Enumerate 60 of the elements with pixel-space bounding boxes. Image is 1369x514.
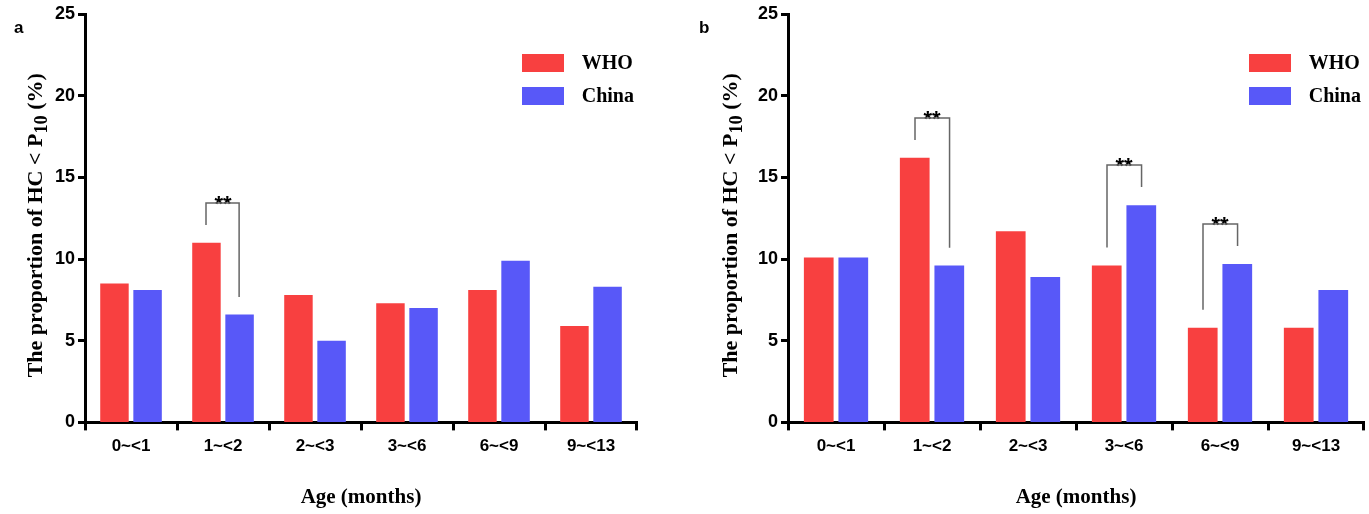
y-tick-label: 20	[54, 84, 76, 105]
x-axis-title: Age (months)	[300, 483, 422, 508]
bar	[100, 283, 129, 422]
y-tick-label: 10	[54, 248, 76, 269]
x-tick-label: 9~<13	[1291, 436, 1341, 456]
y-tick-label: 10	[757, 248, 779, 269]
legend-label: WHO	[581, 51, 633, 74]
y-tick-label: 0	[65, 411, 76, 432]
x-axis-title: Age (months)	[1015, 483, 1137, 508]
bar	[468, 290, 497, 422]
bar	[133, 290, 162, 422]
bar	[1126, 205, 1157, 422]
y-tick-label: 5	[65, 329, 76, 350]
y-tick-label: 25	[757, 2, 779, 23]
legend-label: China	[1308, 84, 1361, 107]
annotation: **	[923, 105, 942, 131]
y-tick-label: 20	[757, 84, 779, 105]
legend-label: China	[581, 84, 634, 107]
x-tick-label: 2~<3	[295, 436, 335, 456]
bar	[501, 260, 530, 422]
annotation: **	[214, 190, 233, 216]
bar	[803, 257, 834, 422]
x-tick-label: 1~<2	[912, 436, 952, 456]
bar	[317, 340, 346, 422]
x-tick-label: 6~<9	[1200, 436, 1240, 456]
bar	[934, 265, 965, 422]
x-tick-label: 2~<3	[1008, 436, 1048, 456]
annotation: **	[1211, 211, 1229, 237]
bar	[1030, 277, 1061, 422]
y-tick-label: 0	[768, 411, 779, 432]
x-tick-label: 3~<6	[1104, 436, 1144, 456]
chart-title: a	[14, 18, 24, 38]
annotation: **	[1115, 153, 1134, 179]
bar	[1318, 290, 1349, 422]
bar	[838, 257, 869, 422]
bar	[593, 286, 622, 422]
bar	[899, 157, 930, 422]
x-tick-label: 1~<2	[203, 436, 243, 456]
bar	[560, 326, 589, 422]
bar	[1283, 327, 1314, 422]
x-tick-label: 6~<9	[479, 436, 519, 456]
y-tick-label: 15	[54, 166, 76, 187]
bar	[376, 303, 405, 422]
x-tick-label: 3~<6	[387, 436, 427, 456]
y-tick-label: 5	[768, 329, 779, 350]
bar	[284, 294, 313, 422]
x-tick-label: 0~<1	[111, 436, 151, 456]
chart-title: b	[699, 18, 710, 38]
bar	[409, 308, 438, 422]
bar	[225, 314, 254, 422]
y-tick-label: 25	[54, 2, 76, 23]
y-tick-label: 15	[757, 166, 779, 187]
x-tick-label: 9~<13	[566, 436, 616, 456]
bar	[1222, 263, 1253, 422]
x-tick-label: 0~<1	[816, 436, 856, 456]
bar	[192, 242, 221, 422]
legend-label: WHO	[1308, 51, 1360, 74]
bar	[1187, 327, 1218, 422]
bar	[1091, 265, 1122, 422]
bar	[995, 231, 1026, 422]
